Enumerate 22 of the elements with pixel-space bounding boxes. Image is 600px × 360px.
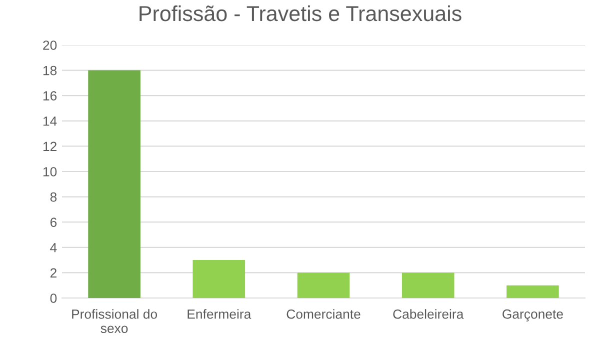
y-tick-label: 2	[50, 268, 56, 278]
y-tick-label: 18	[43, 66, 57, 76]
y-tick-label: 10	[43, 167, 57, 176]
y-tick-label: 0	[50, 294, 57, 303]
y-tick-label: 20	[43, 40, 57, 50]
x-tick-label: Garçonete	[502, 309, 563, 322]
bar	[297, 272, 350, 298]
bar	[192, 260, 246, 298]
x-tick-label: Profissional do sexo	[72, 309, 158, 334]
y-tick-label: 6	[50, 218, 57, 228]
y-tick-label: 14	[43, 116, 57, 126]
x-tick-label: Cabeleireira	[393, 309, 464, 319]
y-tick-label: 12	[43, 142, 56, 151]
chart-title: Profissão - Travetis e Transexuais	[140, 5, 462, 22]
x-tick-label: Enfermeira	[188, 309, 252, 319]
bar	[506, 285, 559, 298]
x-tick-label: Comerciante	[286, 309, 360, 319]
y-tick-label: 16	[43, 91, 57, 101]
bar	[402, 272, 454, 298]
bar	[88, 70, 140, 298]
y-tick-label: 4	[50, 243, 57, 252]
y-tick-label: 8	[50, 192, 57, 202]
